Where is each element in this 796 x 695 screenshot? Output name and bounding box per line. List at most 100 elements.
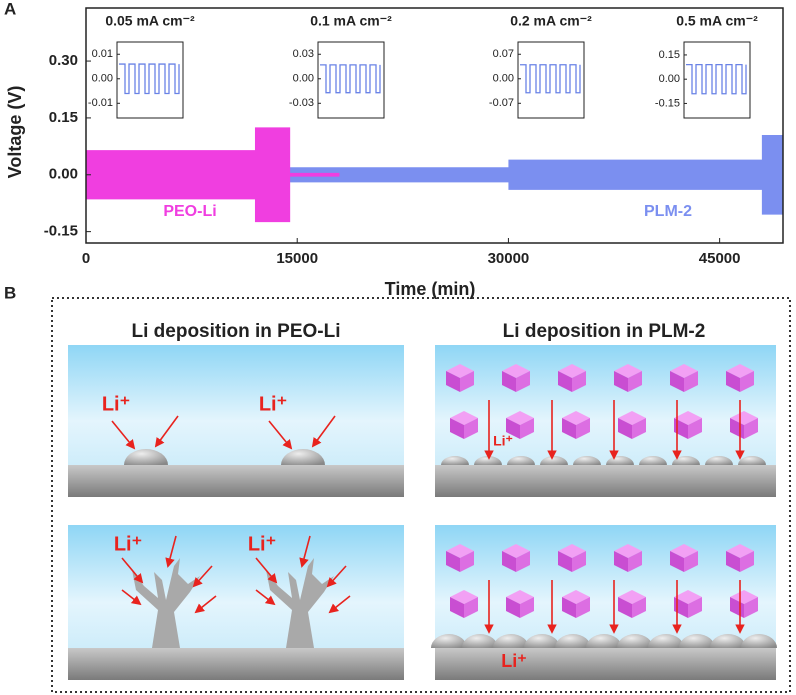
diagram-title: Li deposition in PEO-Li [132, 321, 341, 342]
inset-tick-label: -0.07 [489, 97, 514, 109]
inset-title: 0.1 mA cm⁻² [310, 13, 392, 29]
inset-tick-label: 0.07 [493, 48, 514, 60]
ion-arrow [192, 565, 213, 588]
inset-tick-label: -0.03 [289, 97, 314, 109]
ion-arrow [194, 595, 217, 614]
voltage-band [86, 134, 783, 215]
li-deposit [555, 634, 591, 648]
filler-cube [558, 371, 572, 392]
filler-cube [446, 371, 460, 392]
ion-arrow [299, 535, 311, 568]
li-deposit [462, 634, 498, 648]
li-deposit [586, 634, 622, 648]
ion-arrow [328, 595, 351, 614]
filler-cube [446, 551, 460, 572]
filler-cube [744, 418, 758, 439]
voltage-band [86, 127, 340, 223]
y-tick-label: -0.15 [44, 223, 78, 240]
filler-cube [632, 597, 646, 618]
filler-cube [450, 418, 464, 439]
li-substrate [435, 465, 776, 497]
ion-arrow [255, 557, 278, 584]
filler-cube [614, 551, 628, 572]
li-deposit [573, 456, 601, 465]
filler-cube [520, 418, 534, 439]
legend-label: PEO-Li [163, 203, 216, 220]
inset-trace [686, 63, 747, 95]
li-deposit [474, 456, 502, 465]
ion-label: Li⁺ [102, 393, 130, 415]
ion-arrow [154, 415, 179, 448]
filler-cube [558, 551, 572, 572]
filler-cube [618, 418, 632, 439]
filler-cube [516, 551, 530, 572]
panel-label: B [4, 283, 16, 302]
ion-arrow [326, 565, 347, 588]
filler-cube [464, 418, 478, 439]
filler-cube [562, 597, 576, 618]
filler-cube [688, 418, 702, 439]
ion-label: Li⁺ [501, 651, 527, 671]
inset-frame [317, 41, 385, 119]
filler-cube [506, 418, 520, 439]
inset-tick-label: 0.00 [293, 73, 314, 85]
ion-label: Li⁺ [248, 533, 276, 555]
li-deposit [493, 634, 529, 648]
filler-cube [740, 551, 754, 572]
inset-frame [517, 41, 585, 119]
inset-tick-label: 0.03 [293, 48, 314, 60]
panel-border [51, 297, 791, 693]
filler-cube [450, 597, 464, 618]
li-deposit [741, 634, 777, 648]
ion-arrow [121, 557, 144, 584]
x-tick-label: 30000 [488, 250, 530, 267]
dendrite [132, 558, 200, 648]
li-deposit [431, 634, 467, 648]
li-deposit [648, 634, 684, 648]
y-tick-label: 0.00 [49, 166, 78, 183]
filler-cube [502, 551, 516, 572]
filler-cube [576, 418, 590, 439]
li-deposit [124, 449, 168, 465]
filler-cube [506, 597, 520, 618]
inset-tick-label: -0.15 [655, 97, 680, 109]
inset-tick-label: 0.15 [659, 49, 680, 61]
li-deposit [738, 456, 766, 465]
filler-cube [572, 371, 586, 392]
filler-cube [520, 597, 534, 618]
dendrite [266, 558, 334, 648]
legend-label: PLM-2 [644, 203, 692, 220]
filler-cube [744, 597, 758, 618]
filler-cube [688, 597, 702, 618]
ion-arrow [311, 415, 336, 448]
ion-arrow [165, 535, 177, 568]
inset-tick-label: 0.00 [493, 73, 514, 85]
li-deposit [441, 456, 469, 465]
diagram-title: Li deposition in PLM-2 [503, 321, 706, 342]
inset-title: 0.2 mA cm⁻² [510, 13, 592, 29]
li-substrate [435, 648, 776, 680]
filler-cube [670, 371, 684, 392]
inset-tick-label: 0.00 [92, 73, 113, 85]
filler-cube [516, 371, 530, 392]
ion-arrow [111, 420, 136, 450]
filler-cube [684, 551, 698, 572]
filler-cube [740, 371, 754, 392]
filler-cube [460, 551, 474, 572]
filler-cube [670, 551, 684, 572]
li-deposit [710, 634, 746, 648]
y-axis-label: Voltage (V) [5, 86, 25, 179]
filler-cube [628, 551, 642, 572]
ion-label: Li⁺ [114, 533, 142, 555]
x-tick-label: 45000 [699, 250, 741, 267]
inset-title: 0.5 mA cm⁻² [676, 13, 758, 29]
filler-cube [576, 597, 590, 618]
li-deposit [705, 456, 733, 465]
x-tick-label: 0 [82, 250, 90, 267]
filler-cube [618, 597, 632, 618]
ion-label: Li⁺ [493, 433, 513, 449]
li-deposit [524, 634, 560, 648]
x-axis-label: Time (min) [385, 279, 476, 299]
filler-cube [726, 551, 740, 572]
